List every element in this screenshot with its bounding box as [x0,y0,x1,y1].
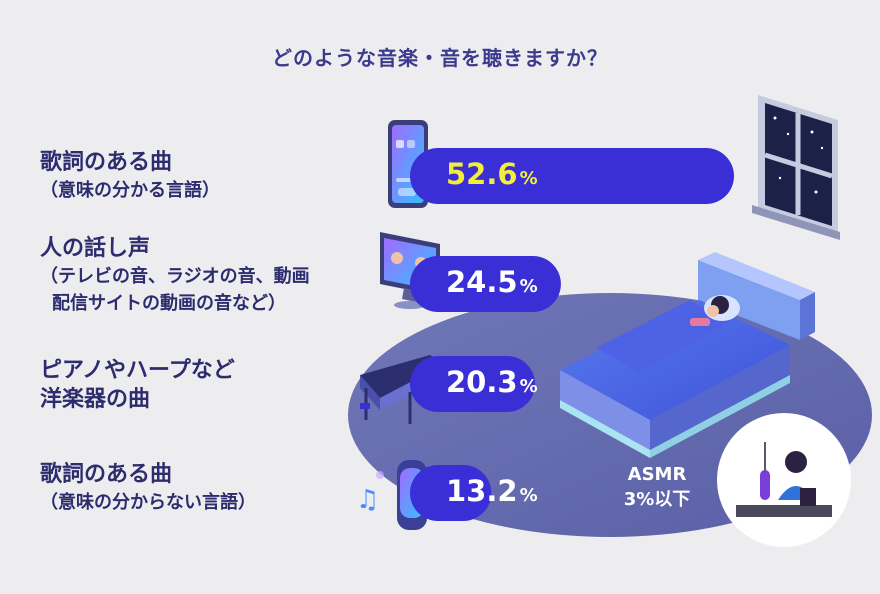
category-label-sub: （意味の分からない言語） [40,492,256,513]
bar-1 [410,148,734,204]
asmr-note-line1: ASMR [627,464,687,485]
bar-4 [410,465,492,521]
asmr-note-line2: 3%以下 [623,489,691,510]
category-label-main: 人の話し声 [40,236,151,261]
value-number: 52.6 [446,157,518,191]
category-label-3: ピアノやハープなど 洋楽器の曲 [40,356,235,414]
value-label-3: 20.3% [446,365,538,399]
value-unit: % [519,376,538,397]
value-number: 24.5 [446,265,518,299]
category-label-main: 歌詞のある曲 [40,462,173,487]
category-label-main: 歌詞のある曲 [40,150,173,175]
value-number: 20.3 [446,365,518,399]
value-unit: % [519,168,538,189]
value-number: 13.2 [446,474,518,508]
asmr-note: ASMR 3%以下 [612,462,702,512]
window-illustration [752,95,840,240]
category-label-sub: 洋楽器の曲 [40,387,151,412]
bed-illustration [560,252,815,458]
category-label-main: ピアノやハープなど [40,358,235,383]
bars-layer [410,148,734,521]
bar-3 [410,356,536,412]
category-label-1: 歌詞のある曲 （意味の分かる言語） [40,148,220,204]
category-label-sub: （意味の分かる言語） [40,180,220,201]
chart-title: どのような音楽・音を聴きますか？ [272,46,608,70]
bar-2 [410,256,561,312]
category-label-4: 歌詞のある曲 （意味の分からない言語） [40,460,256,516]
value-label-1: 52.6% [446,157,538,191]
value-unit: % [519,276,538,297]
category-label-sub: （テレビの音、ラジオの音、動画 [40,266,310,287]
category-label-2: 人の話し声 （テレビの音、ラジオの音、動画 配信サイトの動画の音など） [40,234,310,317]
value-label-2: 24.5% [446,265,538,299]
asmr-illustration [717,413,851,547]
category-label-sub-2: 配信サイトの動画の音など） [52,293,286,314]
value-label-4: 13.2% [446,474,538,508]
svg-text:♫: ♫ [356,485,379,515]
value-unit: % [519,485,538,506]
